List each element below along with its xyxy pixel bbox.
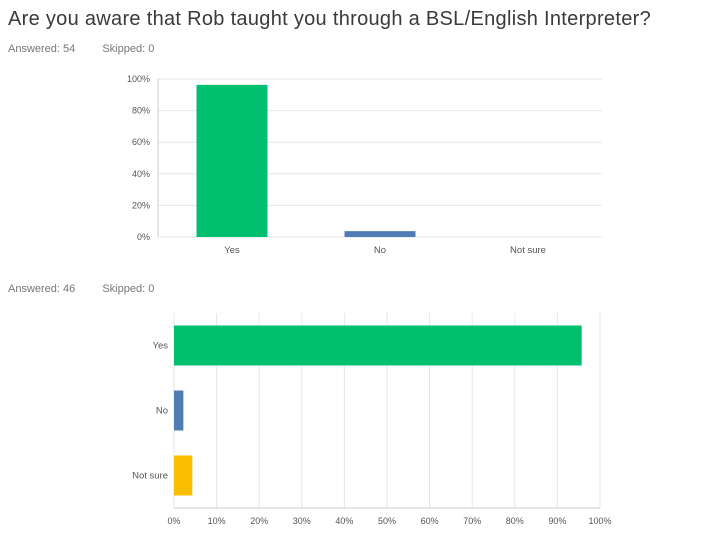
x-tick-label: 70% bbox=[463, 516, 481, 526]
x-tick-label: 90% bbox=[548, 516, 566, 526]
x-tick-label: 0% bbox=[167, 516, 180, 526]
x-tick-label: 10% bbox=[208, 516, 226, 526]
x-tick-label: 80% bbox=[506, 516, 524, 526]
x-tick-label: 100% bbox=[588, 516, 611, 526]
x-tick-label: 20% bbox=[250, 516, 268, 526]
y-tick-label: Not sure bbox=[132, 471, 168, 482]
skipped-count: Skipped: 0 bbox=[102, 283, 155, 295]
x-tick-label: Yes bbox=[224, 245, 240, 256]
y-tick-label: Yes bbox=[153, 341, 169, 352]
chart2-stats: Answered: 46 Skipped: 0 bbox=[8, 283, 178, 295]
x-tick-label: 60% bbox=[421, 516, 439, 526]
y-tick-label: 60% bbox=[132, 137, 150, 147]
horizontal-bar-chart: 0% 10% 20% 30% 40% 50% 60% 70% 80% 90% 100% Yes No No… bbox=[132, 313, 612, 526]
bar bbox=[344, 231, 416, 237]
y-tick-label: 40% bbox=[132, 169, 150, 179]
bar bbox=[174, 325, 582, 366]
skipped-count: Skipped: 0 bbox=[102, 43, 155, 55]
answered-count: Answered: 46 bbox=[8, 283, 76, 295]
bar bbox=[196, 84, 268, 237]
x-tick-label: 30% bbox=[293, 516, 311, 526]
x-tick-label: Not sure bbox=[510, 245, 546, 256]
x-tick-label: 40% bbox=[335, 516, 353, 526]
chart1-stats: Answered: 54 Skipped: 0 bbox=[8, 43, 178, 55]
bar bbox=[174, 390, 184, 431]
y-tick-label: No bbox=[156, 406, 168, 417]
x-tick-label: 50% bbox=[378, 516, 396, 526]
x-tick-label: No bbox=[374, 245, 386, 256]
y-tick-label: 0% bbox=[137, 232, 150, 242]
bar bbox=[174, 455, 193, 496]
y-tick-label: 80% bbox=[132, 106, 150, 116]
answered-count: Answered: 54 bbox=[8, 43, 76, 55]
vertical-bar-chart: 0% 20% 40% 60% 80% 100% Yes No Not sure bbox=[127, 74, 602, 256]
y-tick-label: 20% bbox=[132, 200, 150, 210]
y-tick-label: 100% bbox=[127, 74, 150, 84]
survey-question-title: Are you aware that Rob taught you throug… bbox=[8, 8, 652, 30]
